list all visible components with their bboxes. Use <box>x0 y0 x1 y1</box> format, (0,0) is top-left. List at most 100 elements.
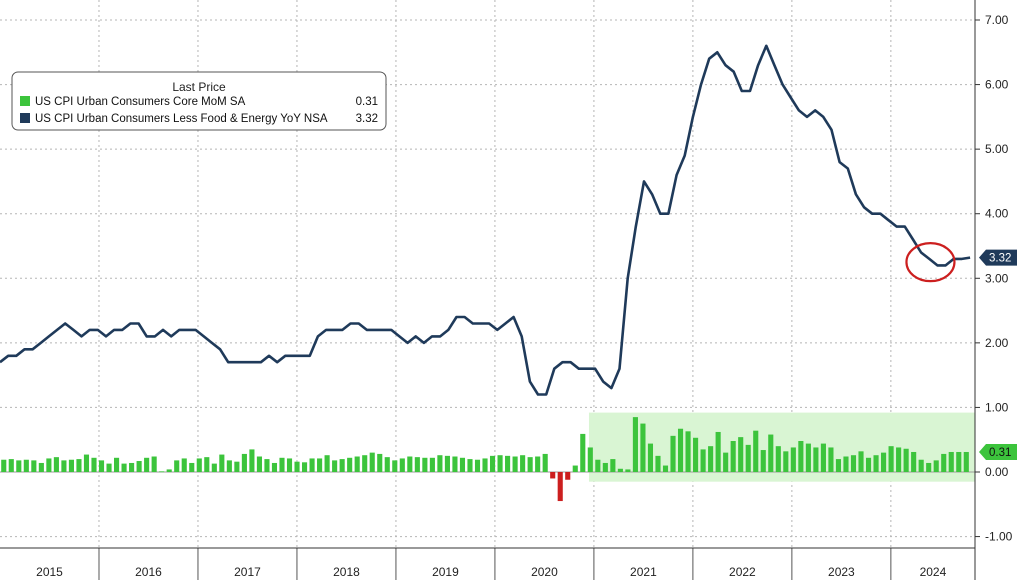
bar <box>286 458 293 472</box>
bar <box>677 428 684 472</box>
legend-label-line: US CPI Urban Consumers Less Food & Energ… <box>35 113 328 125</box>
bar <box>708 446 714 472</box>
last-value-tag-line: 3.32 <box>979 249 1017 266</box>
x-tick-label: 2018 <box>333 565 360 579</box>
bar <box>520 455 526 472</box>
bar <box>625 469 631 472</box>
bar <box>565 472 571 480</box>
bar <box>527 457 533 472</box>
bar <box>505 455 511 472</box>
bar <box>129 462 135 472</box>
x-tick-label: 2017 <box>234 565 261 579</box>
bar <box>429 457 435 472</box>
bar <box>53 457 59 472</box>
bar <box>226 460 232 472</box>
bar <box>835 459 842 472</box>
bar <box>602 462 608 472</box>
bar <box>204 457 210 472</box>
bar <box>723 452 729 472</box>
legend-swatch-line <box>20 113 30 123</box>
bar <box>31 460 37 472</box>
bar <box>136 461 142 472</box>
bar <box>700 449 706 472</box>
bar <box>166 469 172 472</box>
x-axis: 2015 2016 2017 2018 2019 2020 2021 2022 2023 2024 <box>0 547 975 580</box>
bar <box>414 457 420 472</box>
legend-box <box>11 71 387 131</box>
bar <box>422 457 428 472</box>
circle-marker <box>905 242 956 283</box>
bar <box>753 430 759 472</box>
y-tick-label: 0.00 <box>985 465 1009 479</box>
bar <box>745 444 751 472</box>
x-tick-label: 2015 <box>36 565 63 579</box>
bar <box>98 460 105 472</box>
bar <box>159 471 165 473</box>
bar <box>896 447 902 472</box>
bar <box>595 459 601 472</box>
bar <box>956 451 962 472</box>
x-tick-label: 2024 <box>920 565 947 579</box>
bar <box>587 447 593 472</box>
bar <box>948 451 954 472</box>
bar <box>775 446 781 472</box>
bar <box>467 459 473 472</box>
bar <box>489 455 496 472</box>
last-value-tag-bar: 0.31 <box>979 443 1017 460</box>
legend-value-line: 3.32 <box>356 113 378 125</box>
bar <box>121 463 127 472</box>
bar <box>362 455 368 472</box>
bar <box>407 456 413 472</box>
bar <box>249 449 255 472</box>
bar <box>189 462 195 472</box>
bar <box>332 460 338 472</box>
bar <box>23 459 29 472</box>
bar <box>294 461 300 472</box>
bar <box>963 451 969 472</box>
bar <box>798 441 804 472</box>
bar <box>151 456 157 472</box>
legend-value-bar: 0.31 <box>356 96 378 108</box>
highlight-region <box>588 412 975 482</box>
bar <box>482 458 488 472</box>
bar <box>768 434 774 472</box>
bar <box>926 462 932 472</box>
series-line-core-yoy <box>0 44 971 396</box>
bar <box>174 460 180 472</box>
bar <box>918 459 924 472</box>
bar <box>647 443 654 472</box>
bar <box>858 451 864 472</box>
legend-swatch-bar <box>20 96 30 106</box>
y-axis: 7.00 6.00 5.00 4.00 3.00 2.00 1.00 0.00 -1.00 <box>974 0 1013 580</box>
bar <box>474 459 481 472</box>
legend-label-bar: US CPI Urban Consumers Core MoM SA <box>35 96 246 108</box>
last-value-tag-line-bg <box>979 249 1017 266</box>
y-tick-label: 2.00 <box>985 336 1009 350</box>
bar <box>271 462 278 472</box>
bar <box>437 455 443 472</box>
bar <box>820 443 826 472</box>
bar <box>783 451 789 472</box>
bar <box>8 459 14 472</box>
x-tick-label: 2023 <box>828 565 855 579</box>
bar <box>377 453 383 472</box>
bar <box>941 453 947 472</box>
last-value-tag-bar-bg <box>979 443 1017 460</box>
bar <box>617 468 623 472</box>
y-tick-label: -1.00 <box>985 530 1013 544</box>
bar <box>301 462 308 472</box>
bar <box>452 456 458 472</box>
y-tick-label: 7.00 <box>985 13 1009 27</box>
bar <box>264 459 270 472</box>
bar <box>903 448 909 472</box>
x-tick-label: 2016 <box>135 565 162 579</box>
bar <box>550 472 556 479</box>
bar <box>196 458 202 472</box>
bar <box>632 417 638 472</box>
x-tick-label: 2019 <box>432 565 459 579</box>
bar <box>670 435 676 472</box>
bar <box>911 451 917 472</box>
bar <box>444 455 450 472</box>
